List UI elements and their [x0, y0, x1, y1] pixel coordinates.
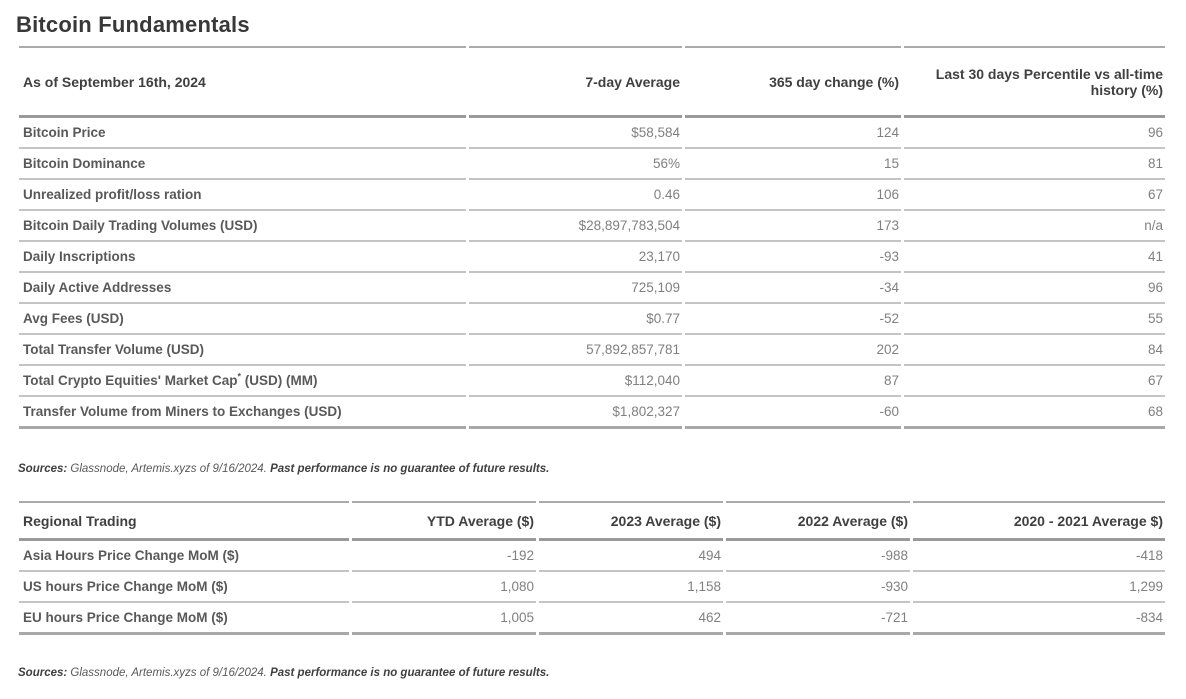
table-row: Daily Active Addresses 725,109 -34 96	[19, 273, 1165, 304]
metric-value: 67	[904, 366, 1165, 397]
metric-label: Daily Active Addresses	[19, 273, 466, 304]
metric-value: 202	[685, 335, 901, 366]
metric-value: 1,005	[352, 603, 536, 635]
column-header-2020-2021-average: 2020 - 2021 Average $)	[913, 501, 1165, 541]
metric-label: Bitcoin Daily Trading Volumes (USD)	[19, 211, 466, 242]
metric-value: 1,080	[352, 572, 536, 603]
metric-label: Asia Hours Price Change MoM ($)	[19, 541, 349, 572]
metric-label: US hours Price Change MoM ($)	[19, 572, 349, 603]
metric-value: -930	[726, 572, 910, 603]
sources-disclaimer: Past performance is no guarantee of futu…	[270, 667, 550, 679]
sources-note-1: Sources: Glassnode, Artemis.xyzs of 9/16…	[16, 463, 1168, 475]
metric-value: -93	[685, 242, 901, 273]
metric-value: -34	[685, 273, 901, 304]
metric-value: 106	[685, 180, 901, 211]
metric-value: 57,892,857,781	[469, 335, 682, 366]
metric-value: 1,158	[539, 572, 723, 603]
table-row: Unrealized profit/loss ration 0.46 106 67	[19, 180, 1165, 211]
metric-value: -721	[726, 603, 910, 635]
metric-value: n/a	[904, 211, 1165, 242]
metric-label: Daily Inscriptions	[19, 242, 466, 273]
metric-value: $1,802,327	[469, 397, 682, 429]
metric-label: Unrealized profit/loss ration	[19, 180, 466, 211]
metric-value: 41	[904, 242, 1165, 273]
metric-label: Bitcoin Price	[19, 118, 466, 149]
metric-value: 15	[685, 149, 901, 180]
column-header-2023-average: 2023 Average ($)	[539, 501, 723, 541]
column-header-365day-change: 365 day change (%)	[685, 46, 901, 118]
regional-trading-table: Regional Trading YTD Average ($) 2023 Av…	[16, 501, 1168, 635]
sources-body: Glassnode, Artemis.xyzs of 9/16/2024.	[67, 463, 271, 475]
column-header-7day-average: 7-day Average	[469, 46, 682, 118]
metric-value: -52	[685, 304, 901, 335]
metric-value: 23,170	[469, 242, 682, 273]
table-row: Total Transfer Volume (USD) 57,892,857,78…	[19, 335, 1165, 366]
metric-value: -192	[352, 541, 536, 572]
metric-label: Total Crypto Equities' Market Cap* (USD)…	[19, 366, 466, 397]
table-row: EU hours Price Change MoM ($) 1,005 462 -72…	[19, 603, 1165, 635]
metric-value: -834	[913, 603, 1165, 635]
sources-label: Sources:	[18, 463, 68, 475]
metric-label: Bitcoin Dominance	[19, 149, 466, 180]
metric-value: 173	[685, 211, 901, 242]
table-row: Avg Fees (USD) $0.77 -52 55	[19, 304, 1165, 335]
metric-value: 96	[904, 118, 1165, 149]
table-row: Bitcoin Price $58,584 124 96	[19, 118, 1165, 149]
metric-value: -988	[726, 541, 910, 572]
metric-value: 81	[904, 149, 1165, 180]
sources-body: Glassnode, Artemis.xyzs of 9/16/2024.	[67, 667, 271, 679]
metric-value: 462	[539, 603, 723, 635]
metric-value: -60	[685, 397, 901, 429]
metric-value: $58,584	[469, 118, 682, 149]
metric-value: 124	[685, 118, 901, 149]
metric-value: 68	[904, 397, 1165, 429]
column-header-ytd-average: YTD Average ($)	[352, 501, 536, 541]
metric-value: -418	[913, 541, 1165, 572]
column-header-as-of-date: As of September 16th, 2024	[19, 46, 466, 118]
fundamentals-table-body: Bitcoin Price $58,584 124 96 Bitcoin Dominan…	[19, 118, 1165, 429]
metric-value: $28,897,783,504	[469, 211, 682, 242]
table-row: Bitcoin Daily Trading Volumes (USD) $28,8…	[19, 211, 1165, 242]
metric-value: $112,040	[469, 366, 682, 397]
fundamentals-table: As of September 16th, 2024 7-day Average…	[16, 46, 1168, 429]
fundamentals-header-row: As of September 16th, 2024 7-day Average…	[19, 46, 1165, 118]
metric-value: $0.77	[469, 304, 682, 335]
metric-value: 1,299	[913, 572, 1165, 603]
sources-disclaimer: Past performance is no guarantee of futu…	[270, 463, 550, 475]
footnote-asterisk: *	[237, 371, 242, 382]
column-header-percentile: Last 30 days Percentile vs all-time hist…	[904, 46, 1165, 118]
metric-value: 0.46	[469, 180, 682, 211]
sources-note-2: Sources: Glassnode, Artemis.xyzs of 9/16…	[16, 667, 1168, 679]
sources-label: Sources:	[18, 667, 68, 679]
column-header-regional-trading: Regional Trading	[19, 501, 349, 541]
metric-value: 87	[685, 366, 901, 397]
table-row: Total Crypto Equities' Market Cap* (USD)…	[19, 366, 1165, 397]
table-row: US hours Price Change MoM ($) 1,080 1,158-…	[19, 572, 1165, 603]
page-title: Bitcoin Fundamentals	[16, 12, 250, 37]
metric-value: 96	[904, 273, 1165, 304]
metric-label: Avg Fees (USD)	[19, 304, 466, 335]
table-row: Asia Hours Price Change MoM ($) -192 494 -9…	[19, 541, 1165, 572]
metric-value: 494	[539, 541, 723, 572]
table-row: Transfer Volume from Miners to Exchanges…	[19, 397, 1165, 429]
regional-trading-table-body: Asia Hours Price Change MoM ($) -192 494 -9…	[19, 541, 1165, 635]
table-row: Daily Inscriptions 23,170 -93 41	[19, 242, 1165, 273]
metric-value: 725,109	[469, 273, 682, 304]
column-header-2022-average: 2022 Average ($)	[726, 501, 910, 541]
metric-value: 84	[904, 335, 1165, 366]
report-page: Bitcoin Fundamentals As of September 16t…	[16, 12, 1168, 679]
metric-label: EU hours Price Change MoM ($)	[19, 603, 349, 635]
metric-value: 56%	[469, 149, 682, 180]
table-row: Bitcoin Dominance 56% 15 81	[19, 149, 1165, 180]
metric-value: 55	[904, 304, 1165, 335]
metric-label: Transfer Volume from Miners to Exchanges…	[19, 397, 466, 429]
regional-trading-header-row: Regional Trading YTD Average ($) 2023 Av…	[19, 501, 1165, 541]
metric-label: Total Transfer Volume (USD)	[19, 335, 466, 366]
metric-value: 67	[904, 180, 1165, 211]
